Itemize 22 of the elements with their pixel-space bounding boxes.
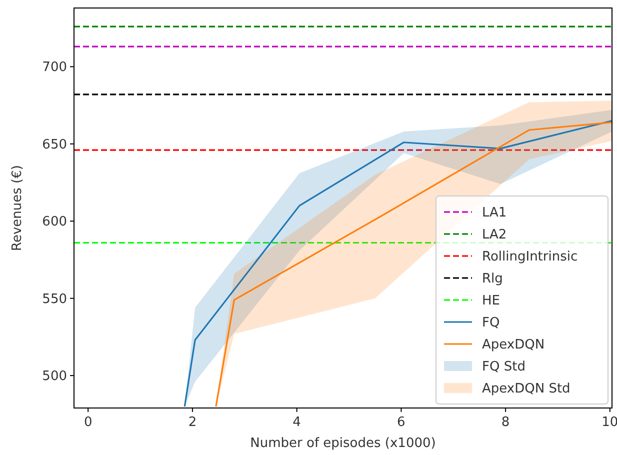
y-tick-label: 700: [42, 60, 67, 76]
x-tick-label: 6: [397, 415, 406, 430]
x-axis-title: Number of episodes (x1000): [250, 436, 436, 451]
legend-label: RollingIntrinsic: [482, 250, 578, 264]
annotation: ApexDQN Std: [482, 382, 570, 396]
y-axis-title: Revenues (€): [10, 165, 25, 251]
annotation: FQ Std: [482, 360, 526, 374]
legend-label: LA2: [482, 228, 507, 242]
x-tick-label: 4: [292, 415, 301, 430]
legend-label: ApexDQN: [482, 338, 545, 352]
x-tick-label: 2: [188, 415, 197, 430]
legend-label: FQ: [482, 316, 500, 330]
legend-label: Rlg: [482, 272, 503, 286]
y-tick-label: 600: [42, 214, 67, 230]
legend-label: HE: [482, 294, 500, 308]
x-tick-label: 10: [602, 415, 617, 430]
y-tick-label: 500: [42, 369, 67, 384]
y-tick-label: 550: [42, 292, 67, 307]
x-tick-label: 0: [84, 415, 92, 430]
x-tick-label: 8: [501, 415, 510, 430]
y-tick-label: 650: [42, 137, 67, 152]
legend-label: LA1: [482, 206, 507, 220]
